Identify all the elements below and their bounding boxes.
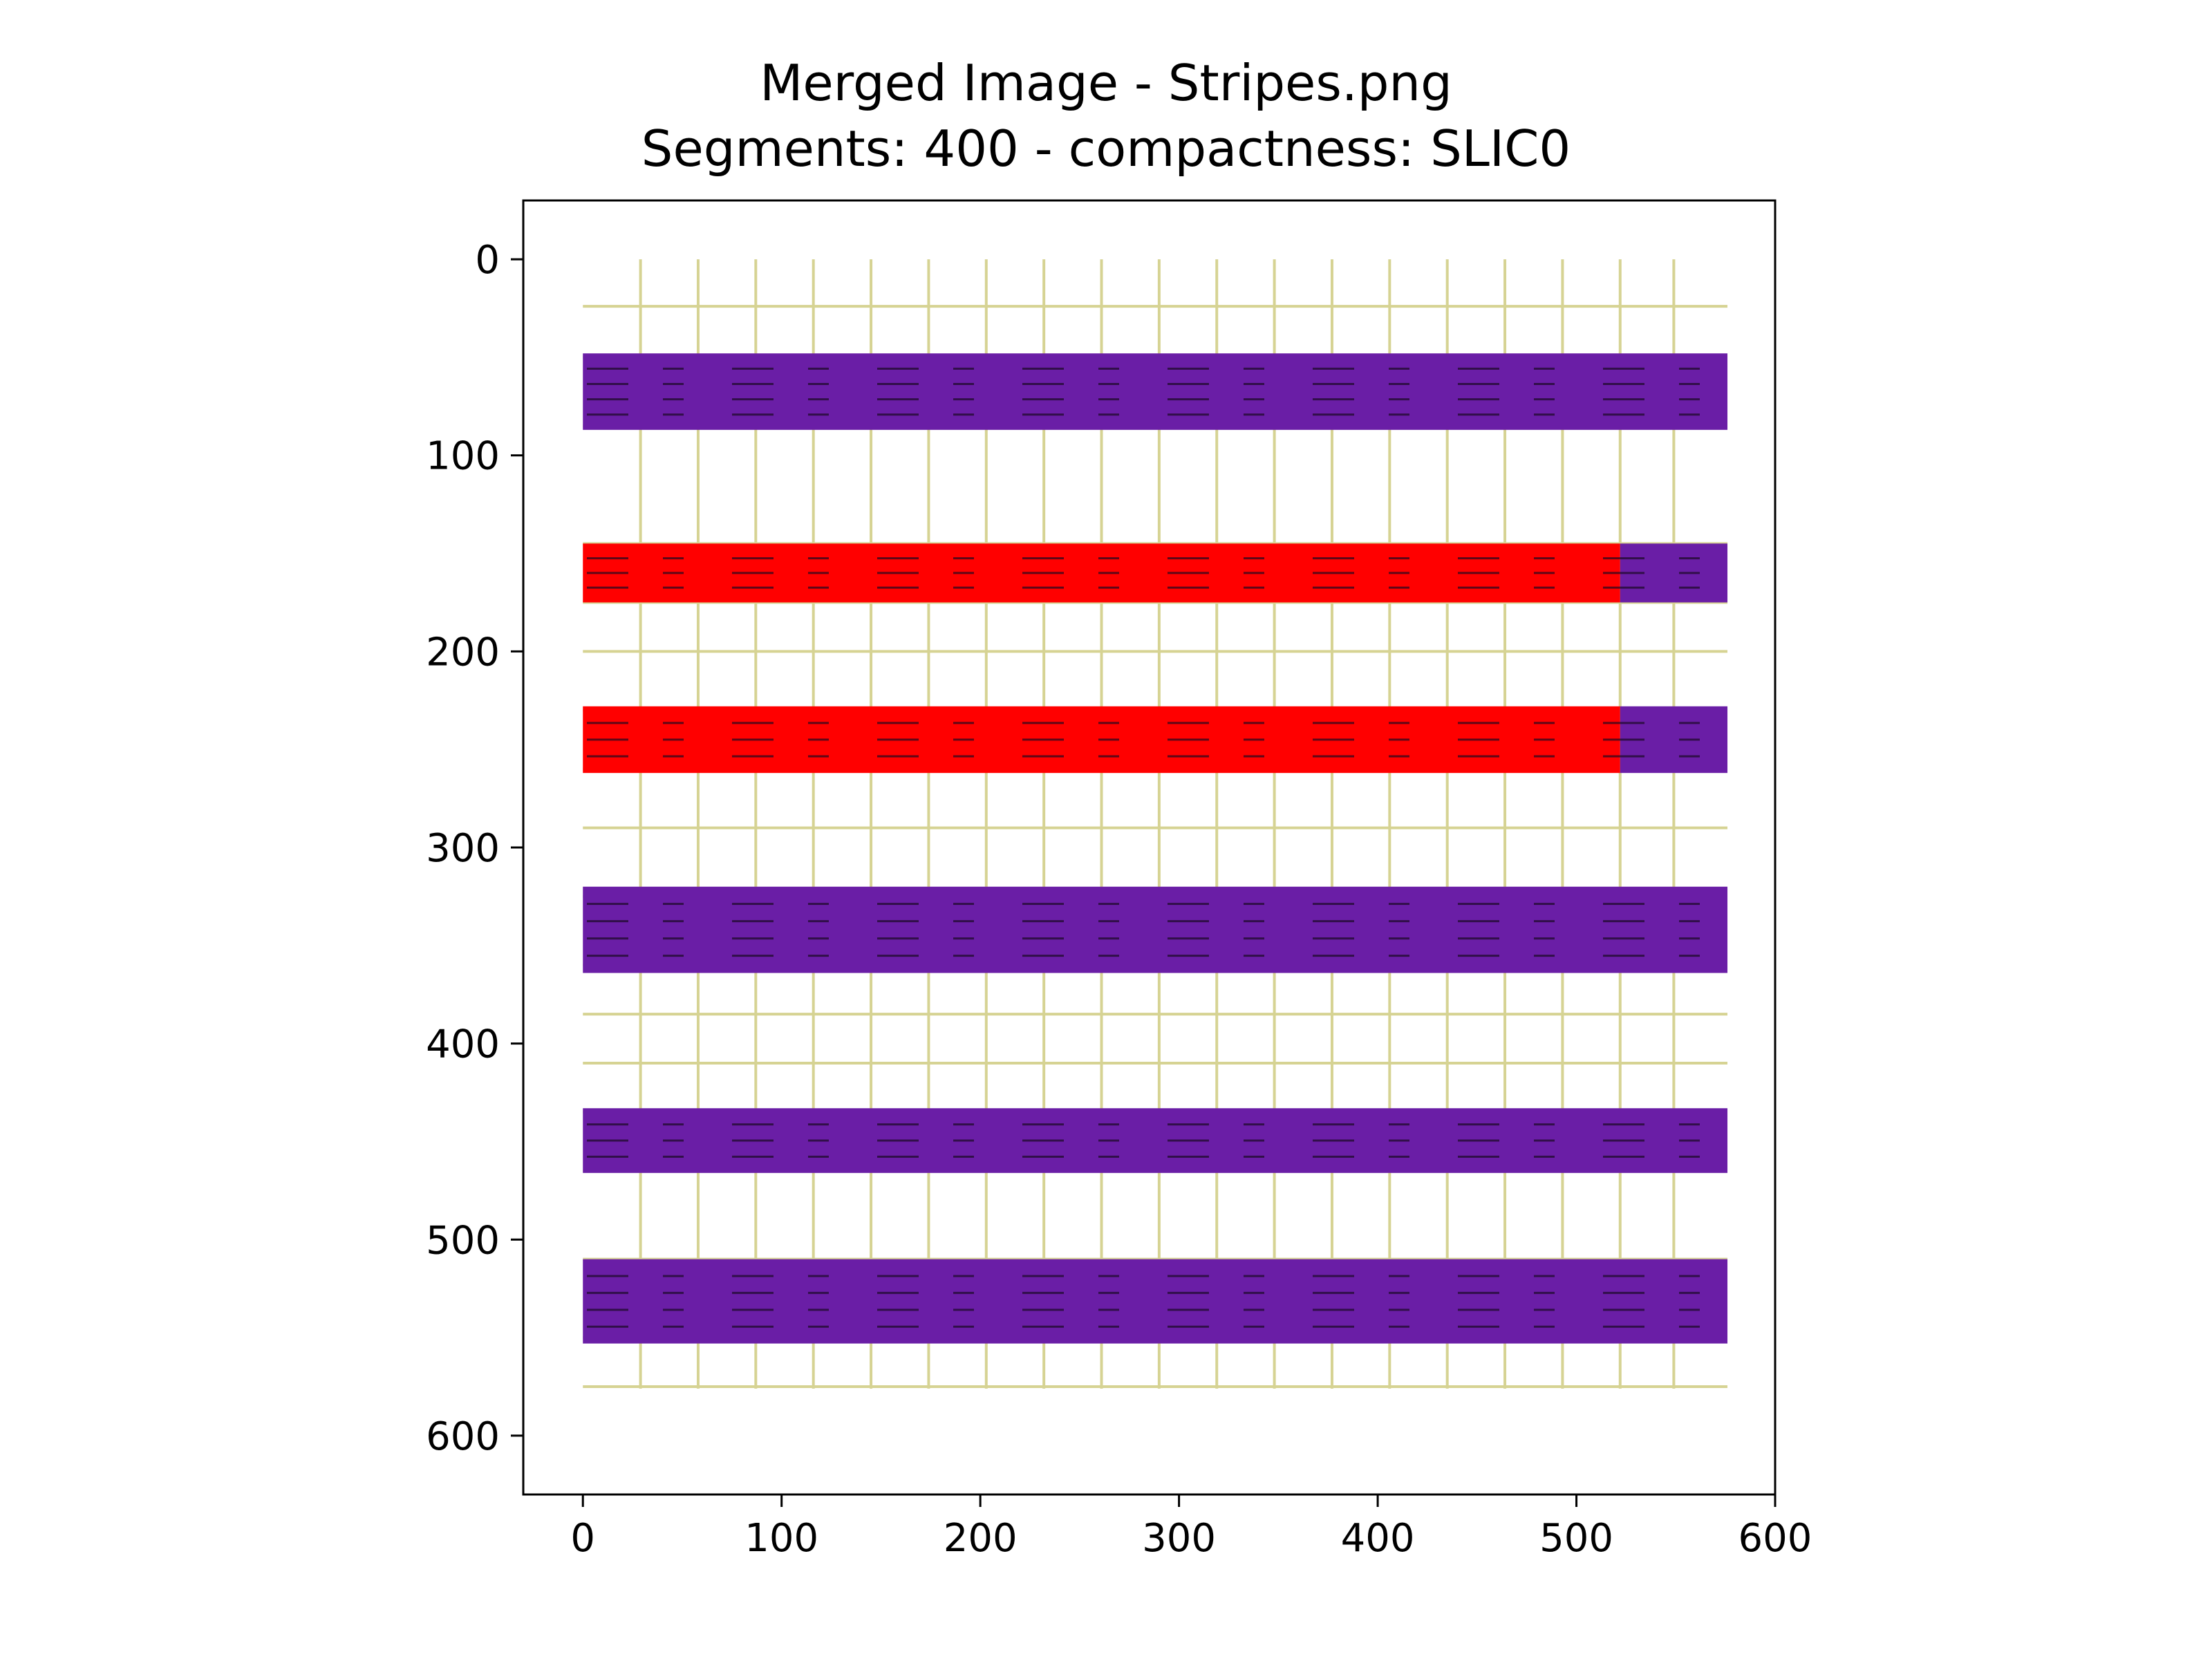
stripe-3-region-0 [583, 886, 1728, 973]
x-tick-label-4: 400 [1341, 1516, 1415, 1561]
x-tick-label-1: 100 [744, 1516, 818, 1561]
y-tick-label-3: 300 [426, 826, 500, 871]
stripe-3 [583, 886, 1728, 973]
y-tick-label-1: 100 [426, 434, 500, 479]
stripe-4 [583, 1108, 1728, 1173]
y-tick-label-0: 0 [475, 238, 500, 283]
x-tick-label-3: 300 [1142, 1516, 1216, 1561]
chart-title-line-2: Segments: 400 - compactness: SLIC0 [641, 120, 1571, 178]
stripes [583, 353, 1728, 1344]
x-tick-label-2: 200 [944, 1516, 1018, 1561]
y-tick-label-6: 600 [426, 1414, 500, 1459]
y-tick-label-5: 500 [426, 1218, 500, 1263]
stripe-2 [583, 706, 1728, 774]
image-canvas [583, 259, 1728, 1389]
stripe-5 [583, 1259, 1728, 1344]
x-tick-label-5: 500 [1539, 1516, 1613, 1561]
x-tick-label-0: 0 [570, 1516, 595, 1561]
y-axis: 0 100 200 300 400 500 600 [426, 238, 523, 1459]
stripe-0-region-0 [583, 353, 1728, 430]
stripe-1 [583, 543, 1728, 603]
x-axis: 0 100 200 300 400 500 600 [570, 1494, 1812, 1561]
y-tick-label-4: 400 [426, 1022, 500, 1067]
stripe-0 [583, 353, 1728, 430]
stripe-5-region-0 [583, 1259, 1728, 1344]
y-tick-label-2: 200 [426, 630, 500, 675]
plot-area [583, 259, 1728, 1389]
x-tick-label-6: 600 [1738, 1516, 1812, 1561]
chart-title-line-1: Merged Image - Stripes.png [760, 54, 1452, 112]
